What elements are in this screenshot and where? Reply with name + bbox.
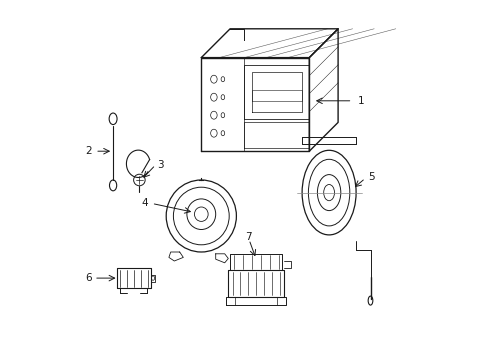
Text: 6: 6: [85, 273, 91, 283]
Text: 3: 3: [157, 160, 163, 170]
Text: 1: 1: [357, 96, 364, 106]
Text: 5: 5: [367, 172, 374, 182]
Text: 7: 7: [244, 232, 251, 242]
Text: 4: 4: [141, 198, 148, 208]
Text: 2: 2: [85, 146, 91, 156]
